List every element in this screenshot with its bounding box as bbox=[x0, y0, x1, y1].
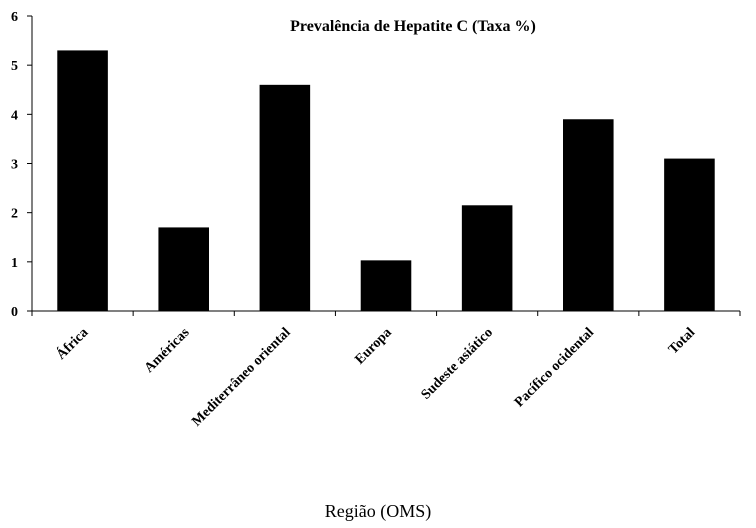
bar bbox=[158, 227, 209, 311]
bar bbox=[259, 84, 311, 311]
y-tick-label: 3 bbox=[11, 158, 18, 173]
chart-title: Prevalência de Hepatite C (Taxa %) bbox=[290, 18, 536, 35]
y-tick-label: 2 bbox=[11, 207, 18, 222]
y-tick-label: 1 bbox=[11, 256, 18, 271]
y-tick-label: 5 bbox=[11, 59, 18, 74]
y-tick-label: 4 bbox=[11, 108, 18, 123]
bar bbox=[57, 50, 108, 312]
x-tick-label: Europa bbox=[352, 325, 394, 367]
x-tick-label: Sudeste asiático bbox=[419, 325, 496, 402]
x-tick-label: África bbox=[52, 324, 91, 363]
bar bbox=[664, 158, 715, 311]
y-tick-label: 6 bbox=[11, 10, 18, 25]
bar bbox=[563, 119, 614, 311]
x-tick-label: Mediterrâneo oriental bbox=[189, 325, 293, 429]
bar bbox=[461, 205, 513, 311]
x-tick-label: Américas bbox=[142, 325, 193, 376]
x-tick-label: Pacífico ocidental bbox=[512, 325, 597, 410]
bar bbox=[360, 260, 412, 311]
x-axis-title: Região (OMS) bbox=[325, 501, 432, 522]
x-tick-label: Total bbox=[666, 325, 698, 357]
y-tick-label: 0 bbox=[11, 305, 18, 320]
